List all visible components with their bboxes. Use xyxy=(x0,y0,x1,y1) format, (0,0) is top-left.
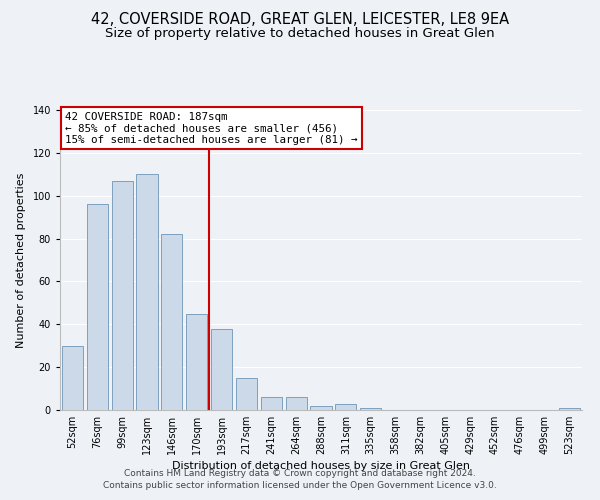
Bar xyxy=(161,234,182,410)
Text: Contains public sector information licensed under the Open Government Licence v3: Contains public sector information licen… xyxy=(103,481,497,490)
Y-axis label: Number of detached properties: Number of detached properties xyxy=(16,172,26,348)
Bar xyxy=(87,204,108,410)
Bar xyxy=(236,378,257,410)
Bar xyxy=(211,328,232,410)
Text: 42 COVERSIDE ROAD: 187sqm
← 85% of detached houses are smaller (456)
15% of semi: 42 COVERSIDE ROAD: 187sqm ← 85% of detac… xyxy=(65,112,358,144)
Bar xyxy=(136,174,158,410)
Bar xyxy=(559,408,580,410)
Bar xyxy=(286,397,307,410)
Text: 42, COVERSIDE ROAD, GREAT GLEN, LEICESTER, LE8 9EA: 42, COVERSIDE ROAD, GREAT GLEN, LEICESTE… xyxy=(91,12,509,28)
Bar xyxy=(335,404,356,410)
Bar xyxy=(112,180,133,410)
Bar xyxy=(186,314,207,410)
Text: Size of property relative to detached houses in Great Glen: Size of property relative to detached ho… xyxy=(105,28,495,40)
X-axis label: Distribution of detached houses by size in Great Glen: Distribution of detached houses by size … xyxy=(172,461,470,471)
Bar xyxy=(310,406,332,410)
Bar xyxy=(360,408,381,410)
Text: Contains HM Land Registry data © Crown copyright and database right 2024.: Contains HM Land Registry data © Crown c… xyxy=(124,468,476,477)
Bar xyxy=(261,397,282,410)
Bar xyxy=(62,346,83,410)
